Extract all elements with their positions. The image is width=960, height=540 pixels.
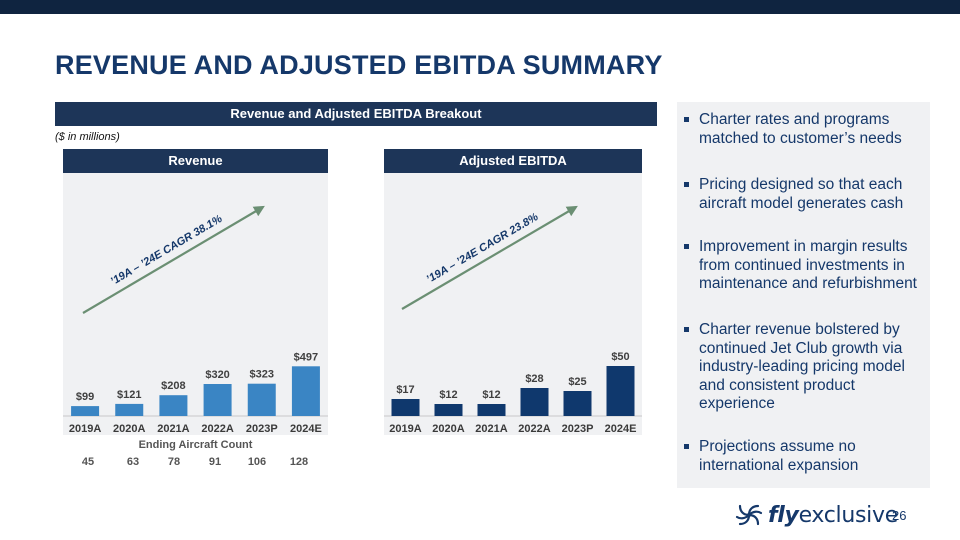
bullet-text: Charter revenue bolstered by continued J… [699,321,905,412]
ebitda-chart-area: $17 2019A $12 2020A $12 2021A $28 2022A $25 2023P… [384,173,642,435]
x-tick-label: 2021A [475,423,507,435]
top-banner [0,0,960,14]
data-label: $28 [525,373,543,385]
bullet-item: Charter revenue bolstered by continued J… [684,321,924,414]
data-label: $17 [396,384,414,396]
x-tick-label: 2022A [201,423,233,435]
data-label: $12 [482,389,500,401]
data-label: $320 [205,369,229,381]
revenue-chart-title: Revenue [63,149,328,173]
bar [434,404,463,416]
units-note: ($ in millions) [55,131,120,143]
bullet-square-icon [684,117,689,122]
bullet-square-icon [684,444,689,449]
bullet-text: Charter rates and programs matched to cu… [699,111,902,147]
aircraft-count-title: Ending Aircraft Count [138,439,253,451]
bar [391,399,420,416]
bar [203,384,232,416]
breakout-header: Revenue and Adjusted EBITDA Breakout [55,102,657,126]
aircraft-count-value: 128 [289,456,309,468]
cagr-arrow [82,205,265,314]
revenue-chart: $99 2019A $121 2020A $208 2021A $320 2022A $323 2… [63,205,328,435]
x-tick-label: 2023P [246,423,278,435]
ebitda-chart: $17 2019A $12 2020A $12 2021A $28 2022A $25 2023P… [384,205,642,435]
x-tick-label: 2019A [389,423,421,435]
x-tick-label: 2020A [432,423,464,435]
aircraft-count-value: 91 [208,456,222,468]
aircraft-count-value: 78 [167,456,181,468]
x-tick-label: 2022A [518,423,550,435]
data-label: $50 [611,351,629,363]
bullet-square-icon [684,182,689,187]
key-points-panel: Charter rates and programs matched to cu… [677,102,930,488]
x-tick-label: 2019A [69,423,101,435]
aircraft-count-value: 45 [81,456,95,468]
bullet-item: Charter rates and programs matched to cu… [684,111,924,148]
bar [563,391,592,416]
x-tick-label: 2023P [562,423,594,435]
data-label: $323 [250,369,274,381]
bar [159,395,188,416]
bar [71,406,100,416]
cagr-arrow [401,205,578,310]
bar [606,366,635,416]
bullet-text: Improvement in margin results from conti… [699,238,917,292]
bullet-text: Projections assume no international expa… [699,438,859,474]
data-label: $497 [294,351,318,363]
x-tick-label: 2021A [157,423,189,435]
x-tick-label: 2020A [113,423,145,435]
revenue-chart-area: $99 2019A $121 2020A $208 2021A $320 2022A $323 2… [63,173,328,435]
flyexclusive-logo: flyexclusive [734,500,898,530]
bar [247,383,276,416]
bullet-square-icon [684,327,689,332]
logo-wordmark: flyexclusive [768,502,898,528]
data-label: $208 [161,380,185,392]
bullet-square-icon [684,244,689,249]
aircraft-count-value: 63 [126,456,140,468]
ebitda-chart-title: Adjusted EBITDA [384,149,642,173]
page-number: 26 [892,508,907,523]
bar [115,403,144,416]
bullet-item: Pricing designed so that each aircraft m… [684,176,924,213]
bullet-text: Pricing designed so that each aircraft m… [699,176,904,212]
data-label: $12 [439,389,457,401]
bullet-item: Improvement in margin results from conti… [684,238,924,294]
aircraft-count-value: 106 [247,456,267,468]
page-title: REVENUE AND ADJUSTED EBITDA SUMMARY [55,50,663,80]
bar [520,388,549,416]
data-label: $99 [76,391,94,403]
x-tick-label: 2024E [605,423,637,435]
bar [291,366,320,416]
data-label: $25 [568,376,586,388]
bar [477,404,506,416]
x-tick-label: 2024E [290,423,322,435]
cagr-annotation: ’19A – ’24E CAGR 38.1% [109,213,225,288]
data-label: $121 [117,389,141,401]
turbine-icon [735,504,763,526]
cagr-annotation: ’19A – ’24E CAGR 23.8% [424,211,540,286]
bullet-item: Projections assume no international expa… [684,438,924,475]
